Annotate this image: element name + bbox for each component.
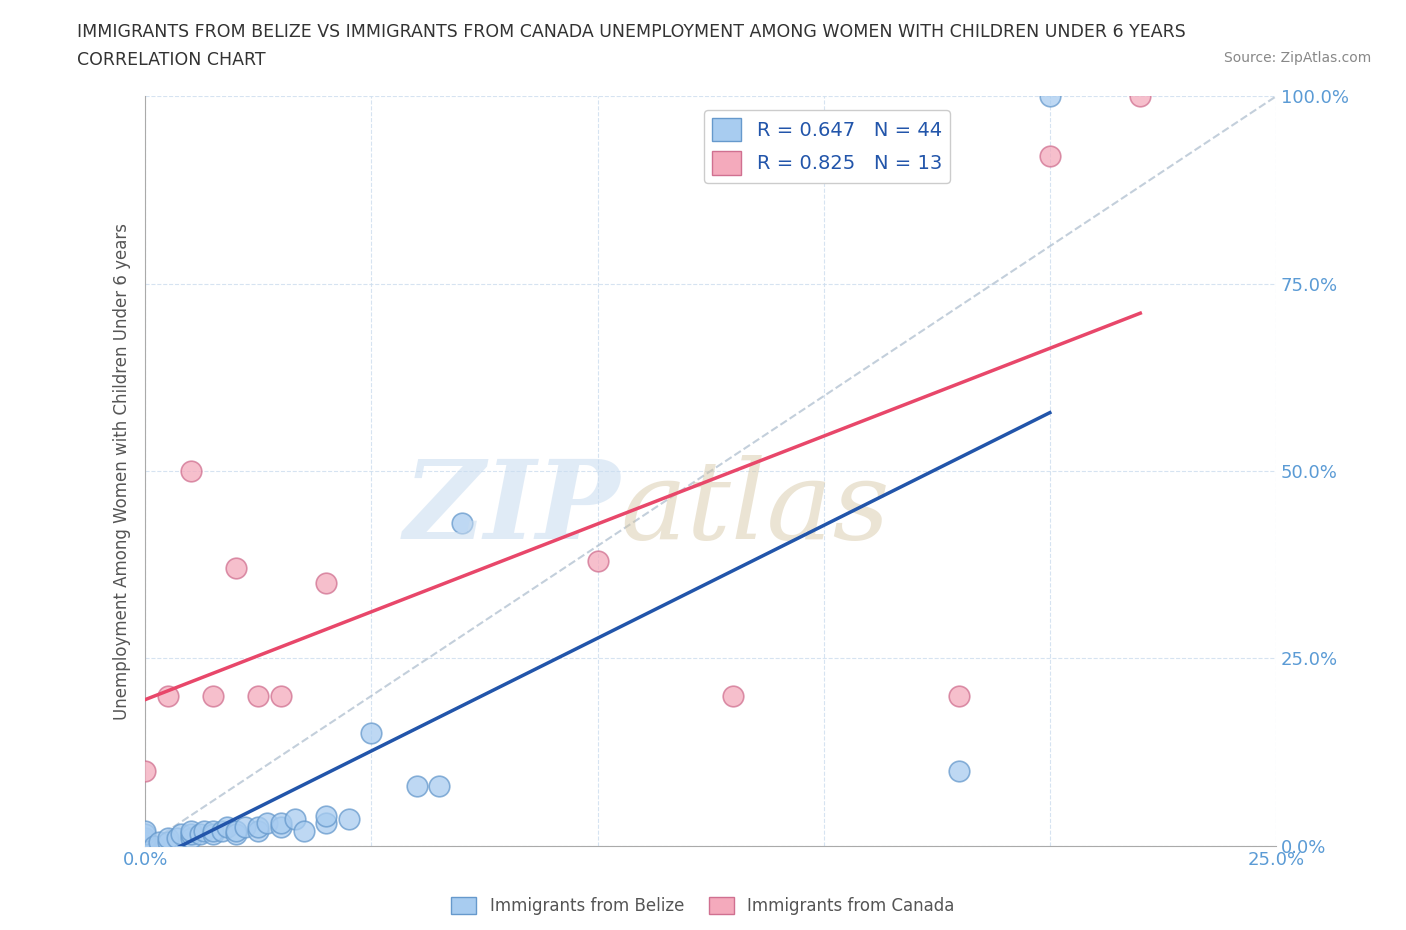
Point bbox=[180, 827, 202, 842]
Point bbox=[292, 823, 315, 838]
Point bbox=[451, 516, 474, 531]
Point bbox=[315, 808, 337, 823]
Point bbox=[405, 778, 427, 793]
Point bbox=[225, 823, 247, 838]
Point bbox=[283, 812, 305, 827]
Point bbox=[143, 838, 166, 853]
Text: atlas: atlas bbox=[620, 455, 890, 563]
Point bbox=[360, 725, 382, 740]
Legend: Immigrants from Belize, Immigrants from Canada: Immigrants from Belize, Immigrants from … bbox=[444, 890, 962, 922]
Point bbox=[134, 827, 156, 842]
Point bbox=[134, 838, 156, 853]
Point bbox=[180, 830, 202, 845]
Point bbox=[156, 688, 179, 703]
Point bbox=[166, 830, 188, 845]
Text: Source: ZipAtlas.com: Source: ZipAtlas.com bbox=[1223, 51, 1371, 65]
Point bbox=[134, 838, 156, 853]
Point bbox=[427, 778, 450, 793]
Point bbox=[948, 764, 970, 778]
Point bbox=[134, 764, 156, 778]
Point bbox=[948, 688, 970, 703]
Point bbox=[247, 688, 270, 703]
Point bbox=[180, 463, 202, 478]
Point bbox=[202, 823, 225, 838]
Text: ZIP: ZIP bbox=[404, 455, 620, 563]
Point bbox=[148, 834, 170, 849]
Point bbox=[134, 838, 156, 853]
Text: CORRELATION CHART: CORRELATION CHART bbox=[77, 51, 266, 69]
Point bbox=[215, 819, 238, 834]
Point bbox=[156, 834, 179, 849]
Point bbox=[134, 832, 156, 847]
Point bbox=[337, 812, 360, 827]
Point bbox=[270, 819, 292, 834]
Y-axis label: Unemployment Among Women with Children Under 6 years: Unemployment Among Women with Children U… bbox=[114, 222, 131, 720]
Point bbox=[202, 827, 225, 842]
Point bbox=[170, 827, 193, 842]
Point bbox=[315, 816, 337, 830]
Point bbox=[134, 823, 156, 838]
Text: IMMIGRANTS FROM BELIZE VS IMMIGRANTS FROM CANADA UNEMPLOYMENT AMONG WOMEN WITH C: IMMIGRANTS FROM BELIZE VS IMMIGRANTS FRO… bbox=[77, 23, 1187, 41]
Point bbox=[586, 553, 609, 568]
Point bbox=[1039, 89, 1062, 104]
Legend: R = 0.647   N = 44, R = 0.825   N = 13: R = 0.647 N = 44, R = 0.825 N = 13 bbox=[704, 110, 949, 182]
Point bbox=[723, 688, 745, 703]
Point bbox=[225, 827, 247, 842]
Point bbox=[134, 838, 156, 853]
Point bbox=[1129, 89, 1152, 104]
Point bbox=[225, 561, 247, 576]
Point bbox=[193, 823, 215, 838]
Point bbox=[156, 830, 179, 845]
Point bbox=[1039, 149, 1062, 164]
Point bbox=[247, 819, 270, 834]
Point bbox=[202, 688, 225, 703]
Point bbox=[233, 819, 256, 834]
Point bbox=[134, 834, 156, 849]
Point bbox=[211, 823, 233, 838]
Point bbox=[256, 816, 278, 830]
Point bbox=[188, 827, 211, 842]
Point bbox=[315, 576, 337, 591]
Point bbox=[134, 830, 156, 845]
Point bbox=[180, 823, 202, 838]
Point bbox=[247, 823, 270, 838]
Point bbox=[270, 688, 292, 703]
Point bbox=[134, 838, 156, 853]
Point bbox=[270, 816, 292, 830]
